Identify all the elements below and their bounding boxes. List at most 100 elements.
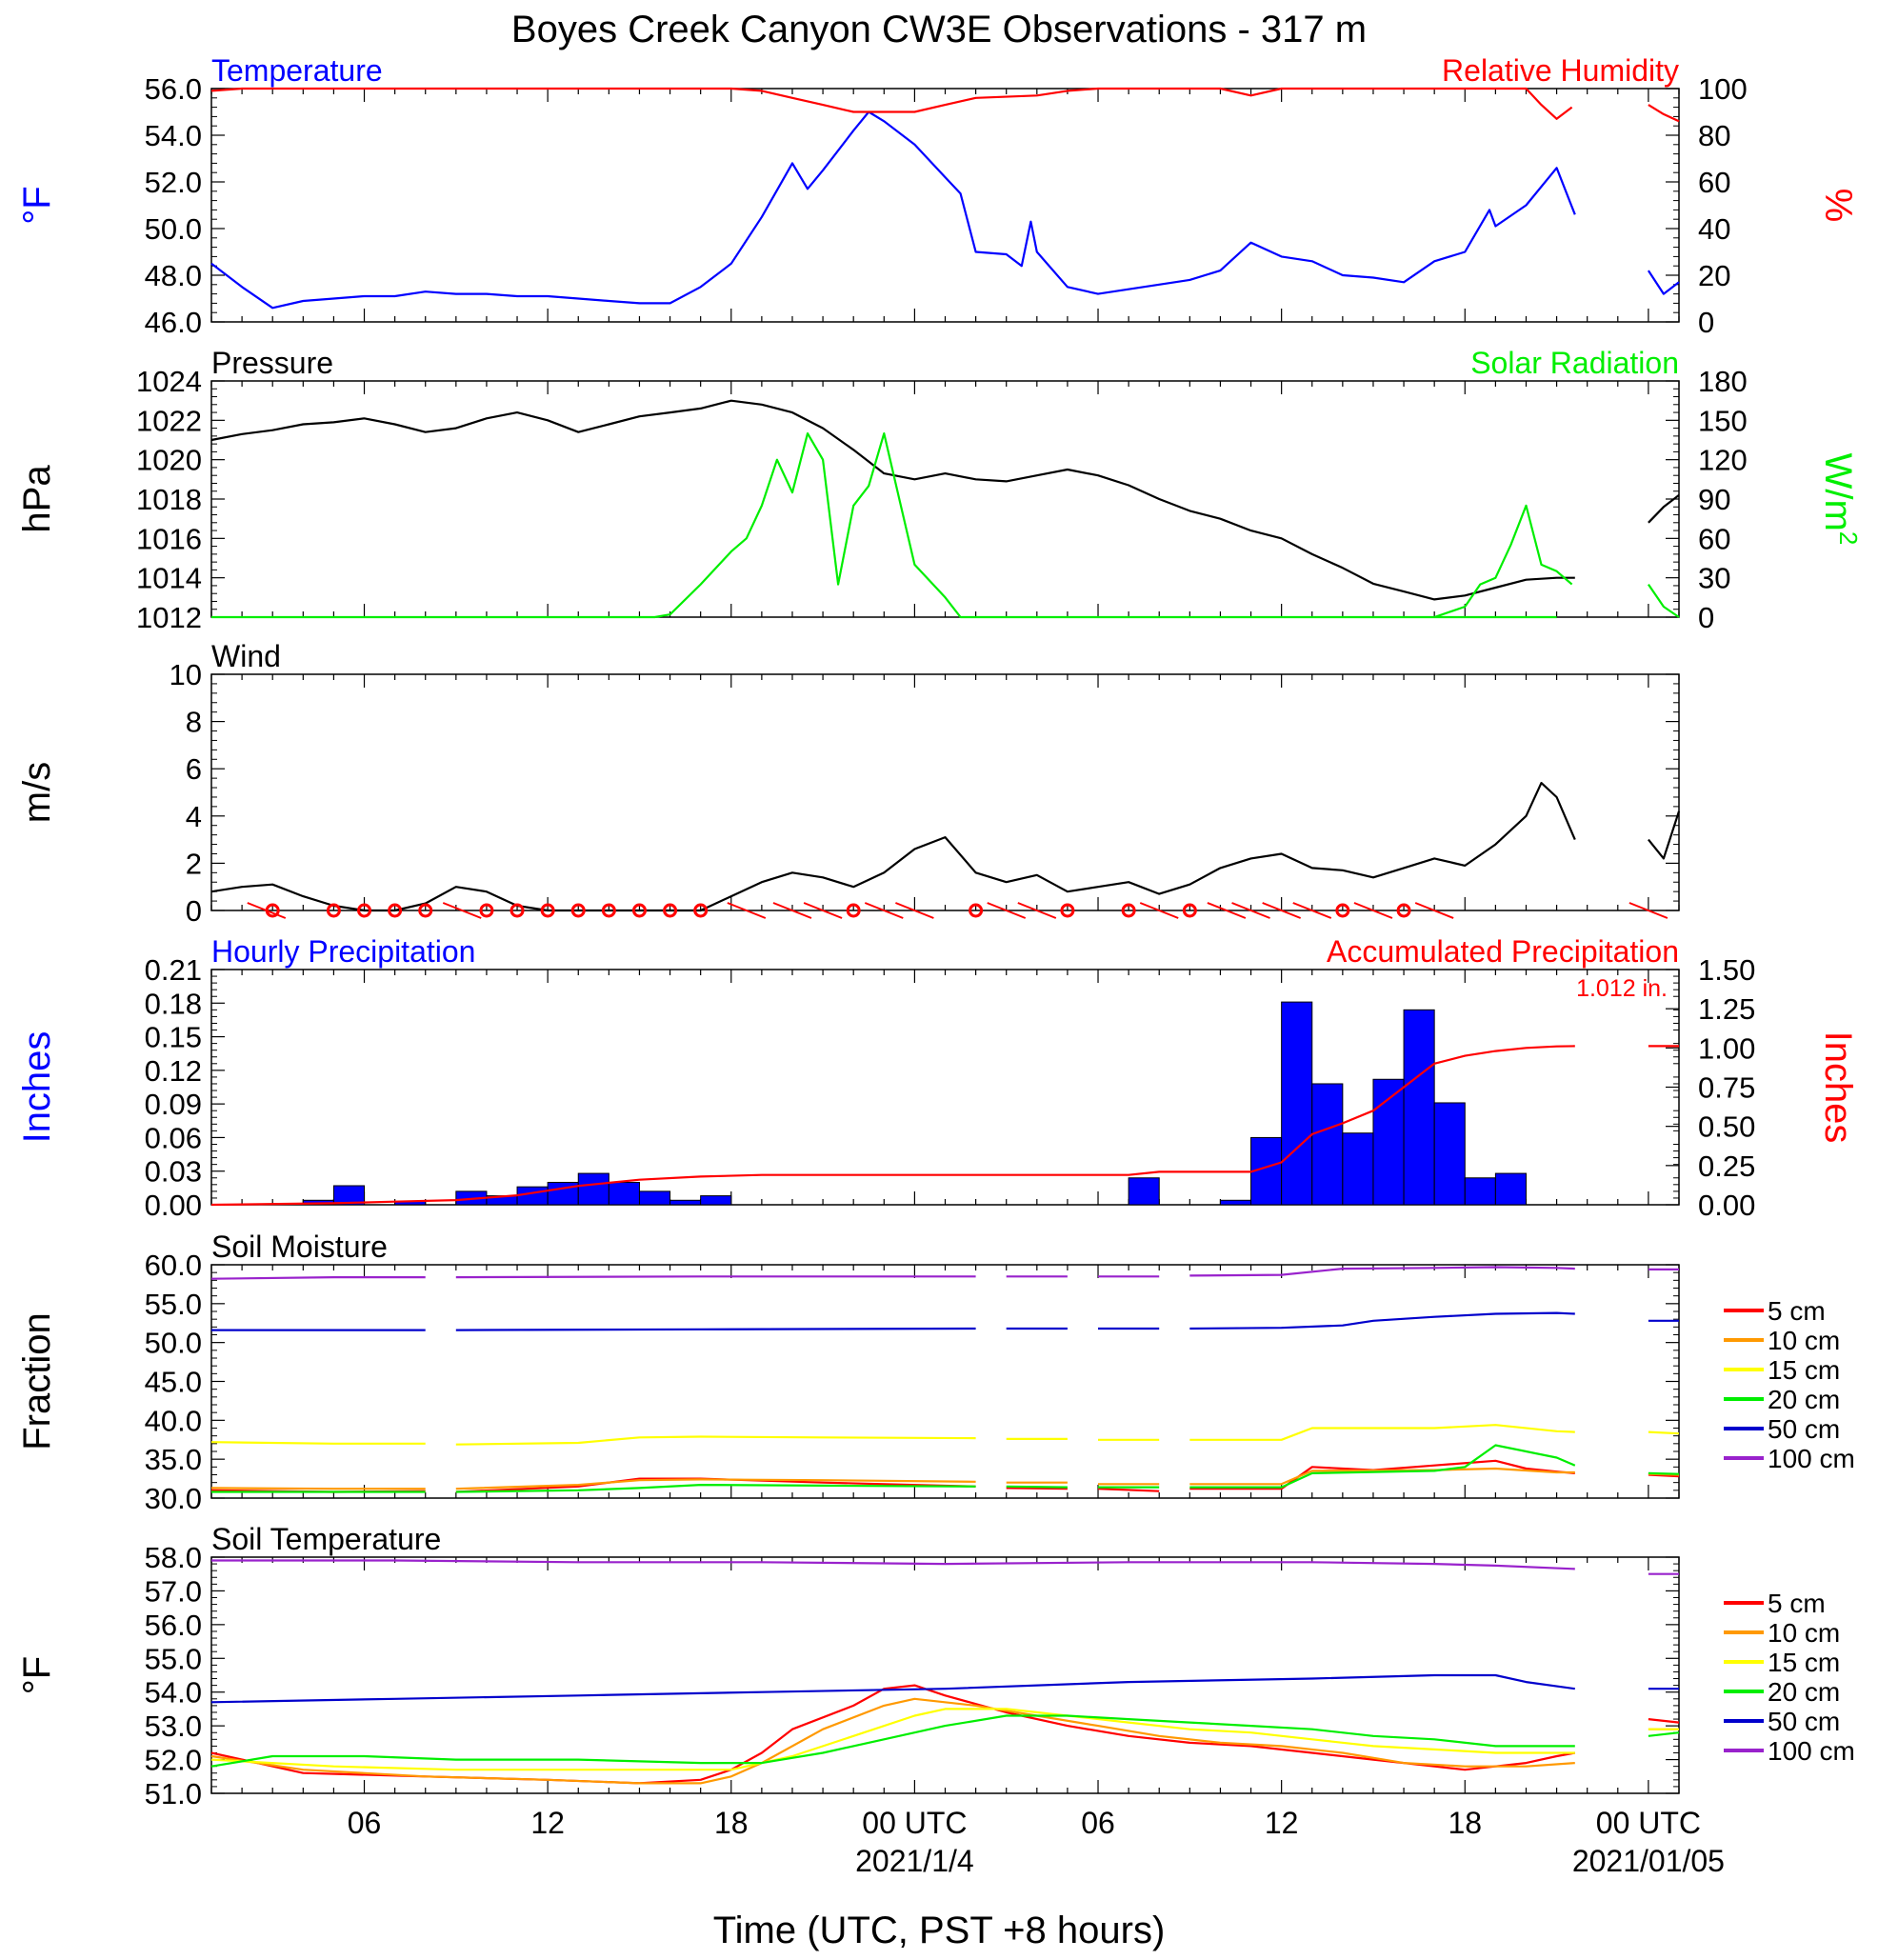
precip-bar <box>1281 1001 1313 1206</box>
legend-label: 5 cm <box>1768 1589 1826 1618</box>
y-tick-label: 8 <box>186 706 202 739</box>
series-line-15-cm <box>1648 1430 1680 1435</box>
panel-precip: 0.000.030.060.090.120.150.180.210.000.25… <box>16 934 1859 1222</box>
x-tick-label: 12 <box>530 1806 565 1840</box>
series-line-50-cm <box>210 1673 1575 1704</box>
y-right-tick-label: 60 <box>1698 522 1730 555</box>
y-tick-label: 52.0 <box>145 1744 202 1777</box>
y-axis-label: hPa <box>16 465 58 533</box>
y-tick-label: 54.0 <box>145 119 202 152</box>
calm-wind-marker <box>663 903 678 918</box>
series-line-solar-radiation <box>1647 583 1680 618</box>
calm-wind-marker <box>388 903 403 918</box>
precip-bar <box>1219 1199 1252 1206</box>
calm-wind-marker <box>326 903 341 918</box>
y-tick-label: 0.12 <box>145 1054 202 1088</box>
y-tick-label: 1016 <box>136 522 202 555</box>
y-tick-label: 0 <box>186 894 202 928</box>
calm-wind-marker <box>1121 903 1136 918</box>
y-axis-label-right: W/m2 <box>1817 453 1863 546</box>
legend-label: 5 cm <box>1768 1296 1826 1326</box>
y-axis-label: m/s <box>16 762 58 823</box>
y-tick-label: 56.0 <box>145 1609 202 1642</box>
y-tick-label: 1024 <box>136 365 202 398</box>
precip-bar <box>1342 1132 1374 1206</box>
y-tick-label: 46.0 <box>145 306 202 339</box>
legend-label: 10 cm <box>1768 1618 1840 1648</box>
y-tick-label: 45.0 <box>145 1366 202 1399</box>
series-line-50-cm <box>455 1327 976 1331</box>
precip-bar <box>577 1172 609 1206</box>
series-line-temperature <box>210 110 1576 310</box>
calm-wind-marker <box>265 903 280 918</box>
y-right-tick-label: 0.00 <box>1698 1189 1755 1222</box>
legend-label: 15 cm <box>1768 1648 1840 1677</box>
series-line-100-cm <box>210 1276 426 1280</box>
panel-title-left: Temperature <box>211 53 383 88</box>
y-tick-label: 0.06 <box>145 1121 202 1154</box>
y-tick-label: 50.0 <box>145 212 202 246</box>
calm-wind-marker <box>479 903 494 918</box>
y-tick-label: 40.0 <box>145 1404 202 1437</box>
wind-barb <box>1207 902 1247 919</box>
legend-label: 20 cm <box>1768 1677 1840 1707</box>
panel-title-right: Relative Humidity <box>1442 53 1679 88</box>
panel-soilm: 30.0 35.0 40.0 45.0 50.0 55.0 60.0 Soil Moistur… <box>16 1230 1855 1515</box>
x-tick-label: 00 UTC <box>862 1806 967 1840</box>
y-axis-label: °F <box>16 1656 58 1694</box>
panel-soilt: 51.052.053.054.055.056.057.058.0 Soil Tem… <box>16 1522 1855 1878</box>
calm-wind-marker <box>1060 903 1075 918</box>
y-right-tick-label: 80 <box>1698 119 1730 152</box>
x-tick-label: 06 <box>348 1806 382 1840</box>
calm-wind-marker <box>969 903 984 918</box>
wind-barb <box>1017 902 1057 919</box>
y-tick-label: 50.0 <box>145 1327 202 1360</box>
series-line-wind <box>210 782 1576 912</box>
series-line-100-cm <box>455 1275 976 1279</box>
y-right-tick-label: 90 <box>1698 483 1730 516</box>
legend-label: 15 cm <box>1768 1355 1840 1385</box>
y-tick-label: 56.0 <box>145 72 202 106</box>
y-right-tick-label: 40 <box>1698 212 1730 246</box>
precip-bar <box>1128 1177 1160 1206</box>
legend-label: 20 cm <box>1768 1385 1840 1414</box>
panel-title-right: Solar Radiation <box>1470 346 1679 380</box>
series-line-15-cm <box>210 1441 426 1445</box>
calm-wind-marker <box>1335 903 1350 918</box>
y-tick-label: 1018 <box>136 483 202 516</box>
series-line-temperature <box>1647 270 1680 295</box>
y-right-tick-label: 180 <box>1698 365 1748 398</box>
plot-frame <box>210 673 1680 911</box>
y-tick-label: 35.0 <box>145 1443 202 1476</box>
precip-bar <box>608 1181 640 1206</box>
series-line-5-cm <box>1097 1488 1160 1492</box>
y-tick-label: 0.21 <box>145 953 202 987</box>
wind-barb <box>727 902 767 919</box>
total-precip-annotation: 1.012 in. <box>1576 975 1668 1002</box>
y-tick-label: 54.0 <box>145 1676 202 1710</box>
series-line-50-cm <box>1189 1311 1575 1330</box>
y-tick-label: 0.09 <box>145 1088 202 1121</box>
y-tick-label: 48.0 <box>145 259 202 292</box>
y-tick-label: 4 <box>186 800 202 833</box>
y-right-tick-label: 150 <box>1698 404 1748 437</box>
x-tick-label: 18 <box>714 1806 749 1840</box>
y-tick-label: 51.0 <box>145 1777 202 1810</box>
series-line-5-cm <box>1006 1487 1068 1490</box>
y-right-tick-label: 1.00 <box>1698 1031 1755 1065</box>
chart-panels: 46.048.050.052.054.056.0020406080100Temp… <box>16 53 1863 1878</box>
wind-barb <box>1262 902 1302 919</box>
legend-label: 50 cm <box>1768 1414 1840 1444</box>
series-line-20-cm <box>1648 1471 1680 1475</box>
plot-frame <box>210 88 1680 323</box>
wind-barb <box>1414 902 1454 919</box>
y-tick-label: 1012 <box>136 601 202 634</box>
series-line-20-cm <box>455 1484 976 1493</box>
panel-title-left: Wind <box>211 639 281 673</box>
y-right-tick-label: 1.50 <box>1698 953 1755 987</box>
precip-bar <box>516 1186 549 1206</box>
calm-wind-marker <box>1396 903 1411 918</box>
y-tick-label: 58.0 <box>145 1541 202 1574</box>
precip-bar <box>700 1195 732 1206</box>
panel-title-left: Pressure <box>211 346 333 380</box>
